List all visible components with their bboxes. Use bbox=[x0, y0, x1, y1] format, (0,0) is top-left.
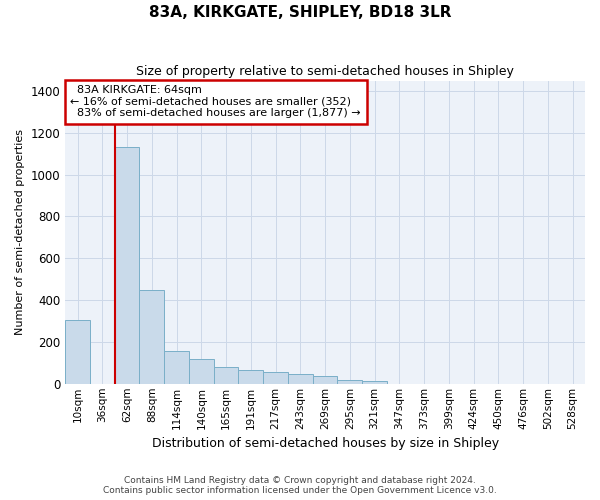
Bar bbox=[362, 380, 387, 384]
Text: Contains HM Land Registry data © Crown copyright and database right 2024.
Contai: Contains HM Land Registry data © Crown c… bbox=[103, 476, 497, 495]
Bar bbox=[214, 367, 238, 384]
Bar bbox=[115, 148, 139, 384]
X-axis label: Distribution of semi-detached houses by size in Shipley: Distribution of semi-detached houses by … bbox=[152, 437, 499, 450]
Bar bbox=[263, 372, 288, 384]
Title: Size of property relative to semi-detached houses in Shipley: Size of property relative to semi-detach… bbox=[136, 65, 514, 78]
Bar bbox=[238, 370, 263, 384]
Bar bbox=[164, 352, 189, 384]
Bar bbox=[288, 374, 313, 384]
Bar bbox=[189, 358, 214, 384]
Y-axis label: Number of semi-detached properties: Number of semi-detached properties bbox=[15, 129, 25, 335]
Text: 83A KIRKGATE: 64sqm
← 16% of semi-detached houses are smaller (352)
  83% of sem: 83A KIRKGATE: 64sqm ← 16% of semi-detach… bbox=[70, 85, 361, 118]
Text: 83A, KIRKGATE, SHIPLEY, BD18 3LR: 83A, KIRKGATE, SHIPLEY, BD18 3LR bbox=[149, 5, 451, 20]
Bar bbox=[65, 320, 90, 384]
Bar bbox=[313, 376, 337, 384]
Bar bbox=[337, 380, 362, 384]
Bar bbox=[139, 290, 164, 384]
